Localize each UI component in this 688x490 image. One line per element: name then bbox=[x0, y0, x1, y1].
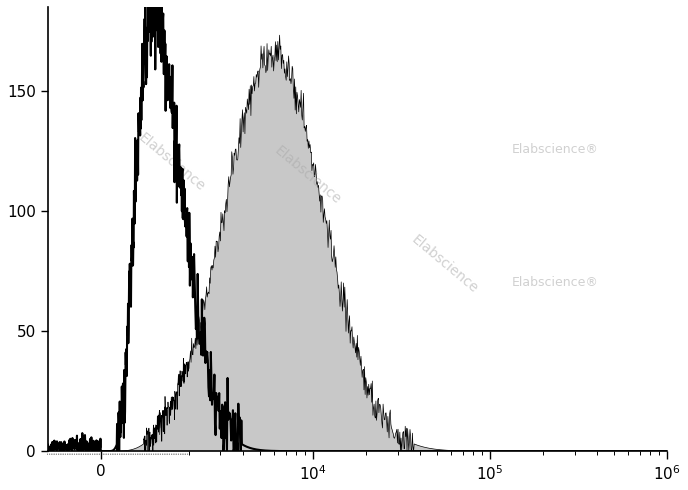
Text: Elabscience: Elabscience bbox=[408, 233, 480, 296]
Text: Elabscience®: Elabscience® bbox=[513, 143, 599, 156]
Text: Elabscience: Elabscience bbox=[272, 144, 344, 207]
Text: Elabscience®: Elabscience® bbox=[513, 276, 599, 289]
Text: Elabscience: Elabscience bbox=[136, 131, 208, 194]
